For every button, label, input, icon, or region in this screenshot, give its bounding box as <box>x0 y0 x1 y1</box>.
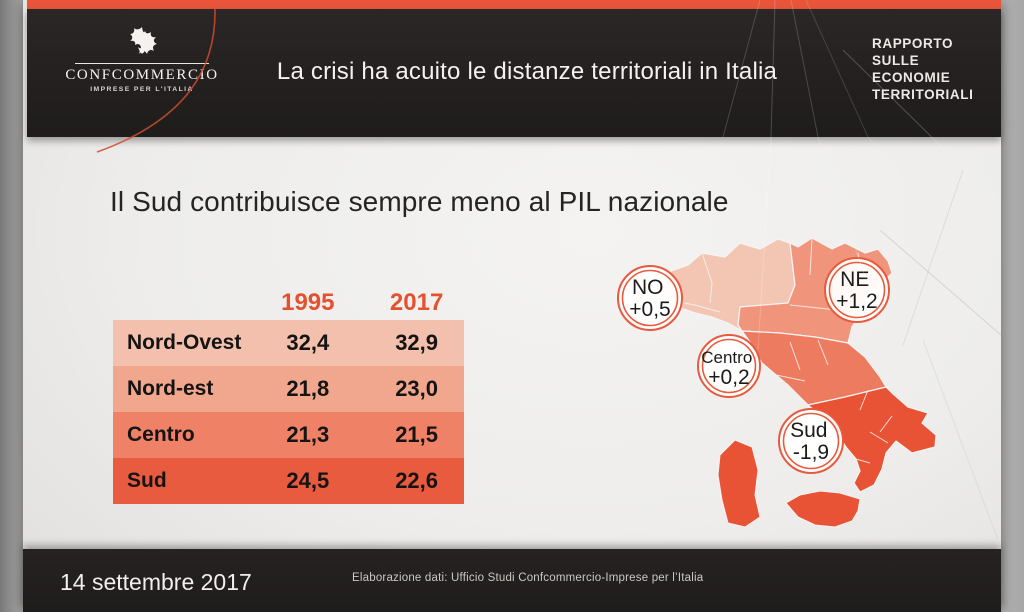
report-title: RAPPORTO SULLE ECONOMIE TERRITORIALI <box>872 35 973 103</box>
column-header-1995: 1995 <box>281 289 335 316</box>
eagle-icon <box>130 27 157 54</box>
table-header-row: 1995 2017 <box>113 286 464 320</box>
badge-nord-est: NE +1,2 <box>824 257 890 323</box>
italy-map-svg: NO +0,5 NE +1,2 Centro +0,2 <box>617 237 937 528</box>
badge-delta-value: -1,9 <box>793 441 829 464</box>
badge-sud: Sud -1,9 <box>778 408 844 474</box>
svg-text:Centro +0,2: Centro +0,2 <box>701 348 756 389</box>
table-body: Nord-Ovest 32,4 32,9 Nord-est 21,8 23,0 … <box>113 320 464 504</box>
report-title-line: ECONOMIE <box>872 70 951 85</box>
row-label: Nord-est <box>127 377 214 400</box>
badge-delta-value: +0,2 <box>708 366 749 389</box>
table-row: Nord-Ovest 32,4 32,9 <box>113 320 464 366</box>
badge-centro: Centro +0,2 <box>697 334 761 398</box>
footer-source: Elaborazione dati: Ufficio Studi Confcom… <box>352 572 704 584</box>
svg-text:Sud -1,9: Sud -1,9 <box>790 419 832 464</box>
value-1995: 21,3 <box>286 422 330 447</box>
badge-nord-ovest: NO +0,5 <box>617 265 683 331</box>
section-heading: Il Sud contribuisce sempre meno al PIL n… <box>110 186 729 217</box>
value-2017: 23,0 <box>395 376 439 401</box>
italy-map: NO +0,5 NE +1,2 Centro +0,2 <box>600 230 960 550</box>
logo-divider <box>75 63 209 64</box>
badge-region-label: NO <box>632 276 664 299</box>
svg-text:NO +0,5: NO +0,5 <box>629 276 670 321</box>
value-1995: 21,8 <box>286 376 330 401</box>
row-label: Centro <box>127 423 195 446</box>
value-1995: 24,5 <box>286 468 330 493</box>
report-title-line: RAPPORTO <box>872 36 954 51</box>
row-label: Sud <box>127 469 167 492</box>
header-bar: CONFCOMMERCIO IMPRESE PER L'ITALIA La cr… <box>27 9 1001 137</box>
logo-tagline: IMPRESE PER L'ITALIA <box>90 86 194 93</box>
svg-text:NE +1,2: NE +1,2 <box>836 268 877 313</box>
value-1995: 32,4 <box>286 330 330 355</box>
value-2017: 32,9 <box>395 330 439 355</box>
value-2017: 21,5 <box>395 422 439 447</box>
badge-region-label: Centro <box>701 348 752 367</box>
confcommercio-logo: CONFCOMMERCIO IMPRESE PER L'ITALIA <box>62 25 222 93</box>
slide-title: La crisi ha acuito le distanze territori… <box>276 58 778 85</box>
badge-region-label: Sud <box>790 419 827 442</box>
footer-bar: 14 settembre 2017 Elaborazione dati: Uff… <box>23 549 1001 612</box>
footer-date: 14 settembre 2017 <box>60 569 252 595</box>
slide-card: CONFCOMMERCIO IMPRESE PER L'ITALIA La cr… <box>23 0 1001 612</box>
gdp-share-table: 1995 2017 Nord-Ovest 32,4 32,9 Nord-est … <box>113 286 464 504</box>
report-title-line: TERRITORIALI <box>872 87 974 102</box>
table-row: Sud 24,5 22,6 <box>113 458 464 504</box>
badge-delta-value: +1,2 <box>836 290 877 313</box>
report-title-line: SULLE <box>872 53 920 68</box>
badge-delta-value: +0,5 <box>629 298 670 321</box>
row-label: Nord-Ovest <box>127 331 242 354</box>
map-region-sicilia <box>785 490 861 528</box>
badge-region-label: NE <box>840 268 869 291</box>
accent-strip <box>27 0 1001 9</box>
table-row: Nord-est 21,8 23,0 <box>113 366 464 412</box>
column-header-2017: 2017 <box>389 289 444 316</box>
map-region-sardegna <box>717 439 761 528</box>
logo-name: CONFCOMMERCIO <box>65 67 219 83</box>
value-2017: 22,6 <box>395 468 439 493</box>
table-row: Centro 21,3 21,5 <box>113 412 464 458</box>
